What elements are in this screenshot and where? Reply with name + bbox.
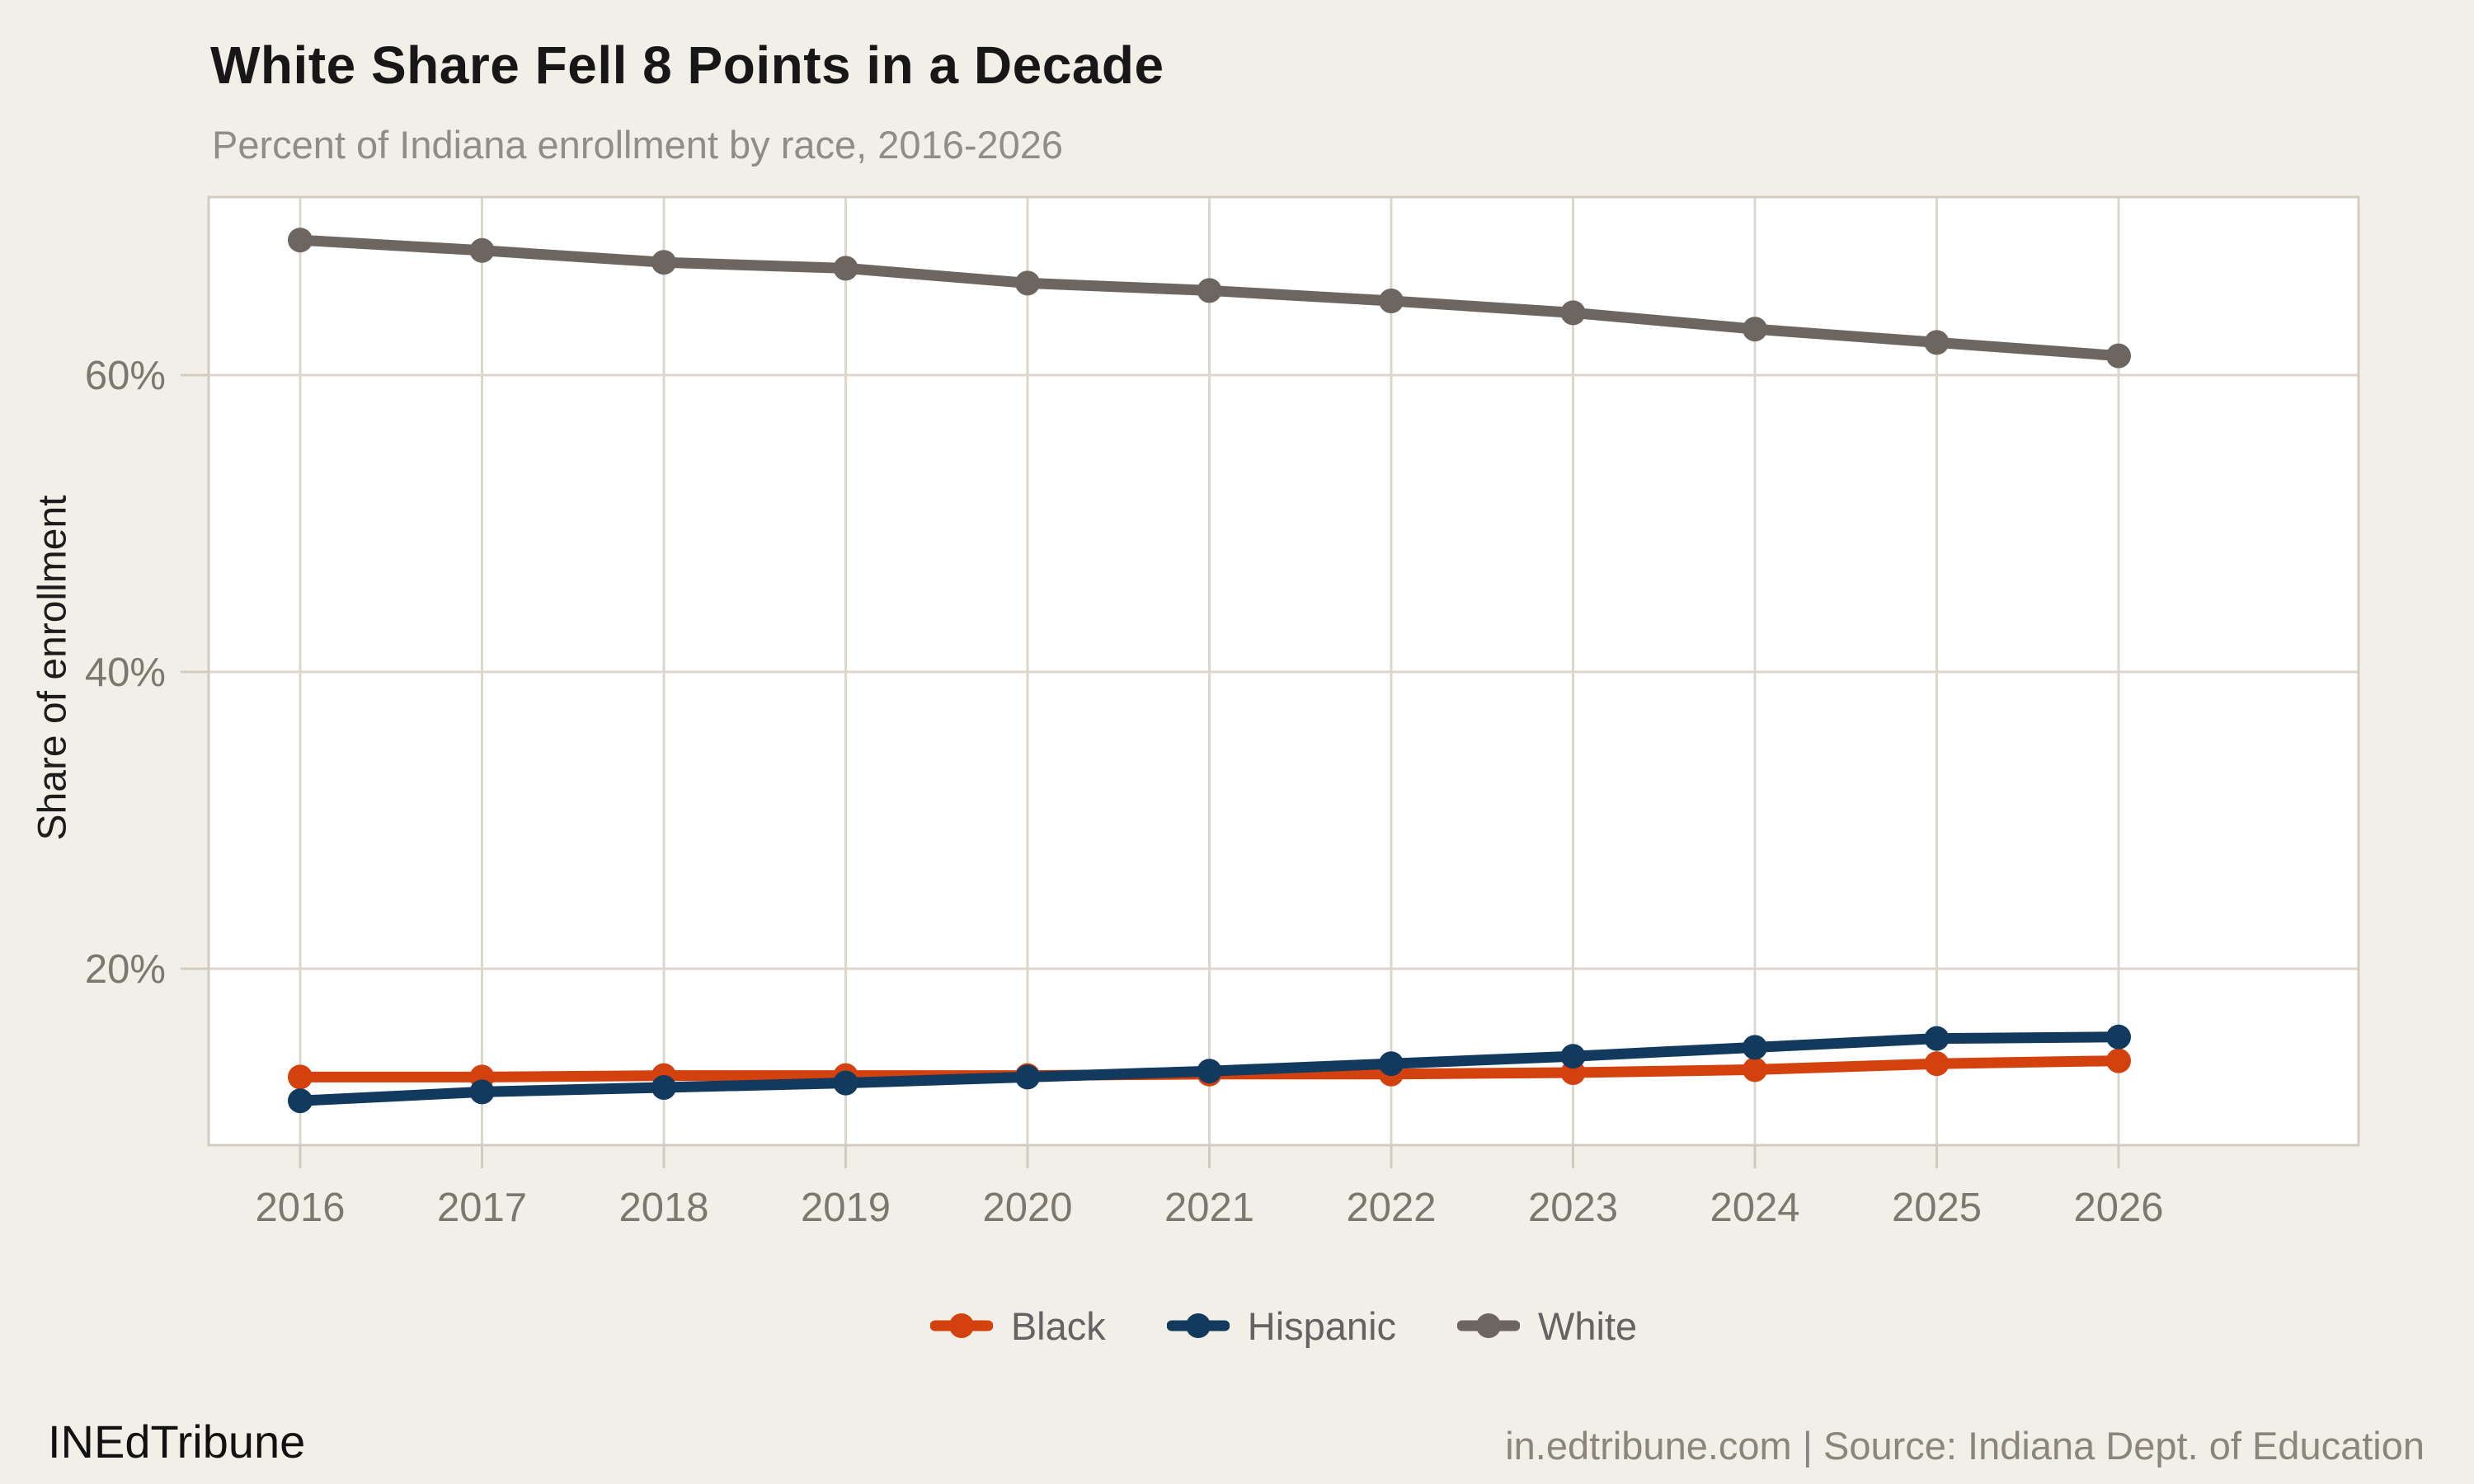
x-tick-label: 2020 (982, 1186, 1072, 1230)
data-point-hispanic-2026 (2106, 1024, 2131, 1050)
data-point-white-2021 (1197, 278, 1222, 303)
data-point-white-2018 (651, 250, 676, 275)
data-point-hispanic-2022 (1379, 1051, 1404, 1077)
legend-label-black: Black (1010, 1303, 1106, 1348)
chart-subtitle: Percent of Indiana enrollment by race, 2… (212, 123, 1064, 167)
data-point-white-2017 (469, 237, 495, 263)
chart-title: White Share Fell 8 Points in a Decade (210, 35, 1164, 95)
data-point-white-2023 (1560, 300, 1586, 326)
y-axis-title: Share of enrollment (31, 495, 75, 841)
x-tick-label: 2023 (1528, 1186, 1618, 1230)
y-tick-label: 60% (85, 354, 166, 398)
data-point-black-2024 (1743, 1057, 1767, 1082)
legend-item-hispanic: Hispanic (1166, 1303, 1397, 1349)
data-point-hispanic-2023 (1560, 1044, 1586, 1069)
data-point-white-2020 (1015, 270, 1040, 296)
data-point-hispanic-2024 (1743, 1035, 1767, 1060)
footer-brand: INEdTribune (48, 1416, 306, 1468)
data-point-white-2022 (1379, 289, 1404, 313)
data-point-hispanic-2020 (1015, 1064, 1040, 1090)
footer-attribution: in.edtribune.com | Source: Indiana Dept.… (1505, 1424, 2425, 1468)
data-point-white-2024 (1743, 317, 1767, 342)
x-tick-label: 2016 (255, 1186, 345, 1230)
data-point-white-2019 (833, 256, 858, 281)
y-tick-label: 20% (85, 947, 166, 992)
legend-marker-white (1457, 1313, 1521, 1338)
data-point-white-2025 (1924, 330, 1950, 355)
x-tick-label: 2017 (437, 1186, 527, 1230)
data-point-hispanic-2025 (1924, 1026, 1950, 1051)
x-tick-label: 2024 (1710, 1186, 1799, 1230)
panel-border (207, 195, 2360, 1147)
legend-marker-black (929, 1313, 993, 1338)
x-tick-label: 2022 (1346, 1186, 1436, 1230)
data-point-hispanic-2018 (651, 1075, 676, 1100)
data-point-black-2026 (2106, 1048, 2131, 1073)
legend-item-black: Black (929, 1303, 1106, 1349)
x-tick-label: 2026 (2073, 1186, 2163, 1230)
data-point-black-2025 (1924, 1051, 1950, 1077)
x-tick-label: 2019 (801, 1186, 891, 1230)
legend-item-white: White (1457, 1303, 1637, 1349)
data-point-hispanic-2016 (288, 1088, 313, 1114)
legend-label-white: White (1538, 1303, 1638, 1348)
data-point-hispanic-2019 (833, 1070, 858, 1096)
data-point-white-2016 (288, 228, 313, 253)
x-tick-label: 2025 (1892, 1186, 1982, 1230)
data-point-hispanic-2021 (1197, 1059, 1222, 1084)
x-tick-label: 2021 (1164, 1186, 1254, 1230)
chart-legend: Black Hispanic White (209, 1293, 2359, 1359)
data-point-white-2026 (2106, 343, 2131, 369)
data-point-hispanic-2017 (469, 1079, 495, 1105)
data-point-black-2016 (288, 1064, 313, 1090)
x-tick-label: 2018 (618, 1186, 708, 1230)
legend-marker-hispanic (1166, 1313, 1230, 1338)
y-tick-label: 40% (85, 650, 166, 695)
legend-label-hispanic: Hispanic (1247, 1303, 1397, 1348)
